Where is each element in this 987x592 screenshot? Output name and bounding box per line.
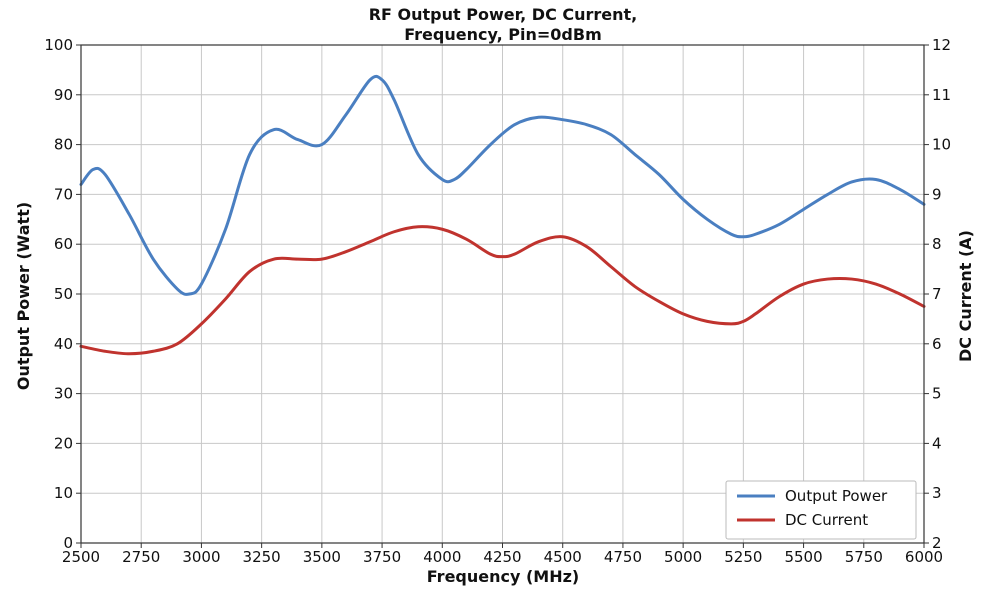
series-line-dc-current [79, 225, 926, 356]
y-tick-label: 40 [54, 335, 73, 353]
x-tick-label: 5750 [845, 548, 883, 566]
y-tick-label: 30 [54, 385, 73, 403]
x-tick-label: 4750 [604, 548, 642, 566]
x-axis-label: Frequency (MHz) [427, 567, 579, 586]
chart-title-line-2: Frequency, Pin=0dBm [404, 25, 602, 44]
y2-tick-label: 7 [932, 285, 942, 303]
y-tick-label: 50 [54, 285, 73, 303]
x-tick-label: 5000 [664, 548, 702, 566]
legend: Output Power DC Current [725, 480, 917, 540]
series-line-output-power [79, 74, 926, 296]
y-tick-label: 100 [44, 36, 73, 54]
y-tick-label: 60 [54, 235, 73, 253]
x-tick-label: 5250 [724, 548, 762, 566]
x-tick-label: 3500 [303, 548, 341, 566]
x-tick-label: 5500 [784, 548, 822, 566]
y-tick-label: 0 [63, 534, 73, 552]
y2-tick-label: 6 [932, 335, 942, 353]
chart-title-line-1: RF Output Power, DC Current, [369, 5, 638, 24]
y-tick-label: 10 [54, 484, 73, 502]
y2-tick-label: 4 [932, 434, 942, 452]
x-tick-label: 4000 [423, 548, 461, 566]
y2-axis-label: DC Current (A) [956, 230, 975, 362]
y2-tick-label: 9 [932, 185, 942, 203]
y-tick-label: 20 [54, 434, 73, 452]
x-tick-label: 4250 [483, 548, 521, 566]
y2-tick-label: 12 [932, 36, 951, 54]
ticks: 2500 2750 3000 3250 3500 3750 4000 4250 4500 4750… [44, 36, 951, 566]
y2-tick-label: 11 [932, 86, 951, 104]
series-lines [79, 74, 926, 356]
x-tick-label: 3750 [363, 548, 401, 566]
x-tick-label: 2500 [62, 548, 100, 566]
y2-tick-label: 3 [932, 484, 942, 502]
legend-label-output-power: Output Power [785, 487, 888, 505]
x-tick-label: 3000 [182, 548, 220, 566]
y2-tick-label: 2 [932, 534, 942, 552]
y-tick-label: 90 [54, 86, 73, 104]
y2-tick-label: 8 [932, 235, 942, 253]
x-tick-label: 4500 [544, 548, 582, 566]
grid [80, 44, 925, 544]
x-tick-label: 2750 [122, 548, 160, 566]
x-tick-label: 6000 [905, 548, 943, 566]
y-tick-label: 70 [54, 185, 73, 203]
y2-tick-label: 5 [932, 385, 942, 403]
y2-tick-label: 10 [932, 136, 951, 154]
legend-label-dc-current: DC Current [785, 511, 868, 529]
y-tick-label: 80 [54, 136, 73, 154]
y-axis-label: Output Power (Watt) [14, 202, 33, 390]
x-tick-label: 3250 [243, 548, 281, 566]
